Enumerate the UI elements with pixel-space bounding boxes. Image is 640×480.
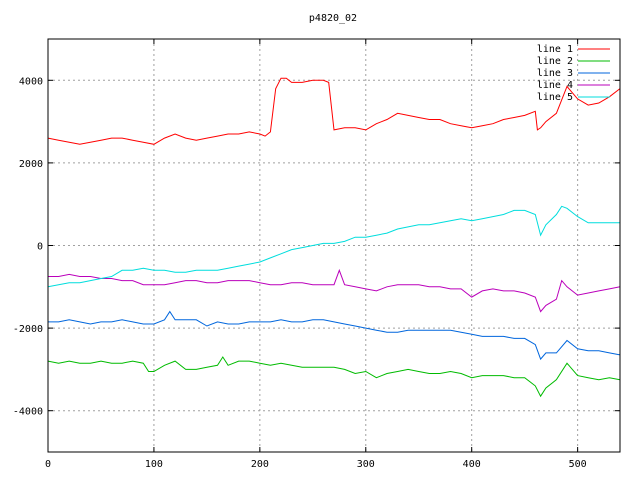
x-tick-label: 400 [463, 459, 481, 470]
series-line-5 [47, 205, 620, 288]
x-tick-label: 100 [145, 459, 163, 470]
series-line-1 [47, 77, 621, 145]
series-line-4 [48, 268, 621, 313]
x-tick-label: 200 [251, 459, 269, 470]
axis-ticks: 0 100 200 300 400 500 -4000 -2000 0 2000 4000 [13, 39, 620, 470]
y-tick-label: -2000 [13, 324, 43, 335]
series-line-3 [48, 310, 621, 361]
legend-label: line 4 [537, 80, 573, 91]
y-tick-label: 0 [37, 242, 43, 253]
legend-label: line 2 [537, 56, 573, 67]
series-layer [47, 77, 621, 398]
x-tick-label: 0 [45, 459, 51, 470]
grid-lines [48, 39, 620, 452]
legend-label: line 5 [537, 92, 573, 103]
x-tick-label: 300 [357, 459, 375, 470]
chart-title: p4820_02 [309, 13, 357, 24]
legend-label: line 3 [537, 68, 573, 79]
x-tick-label: 500 [569, 459, 587, 470]
y-tick-label: -4000 [13, 407, 43, 418]
series-line-2 [47, 356, 621, 398]
legend-label: line 1 [537, 44, 573, 55]
y-tick-label: 2000 [19, 159, 43, 170]
y-tick-label: 4000 [19, 76, 43, 87]
